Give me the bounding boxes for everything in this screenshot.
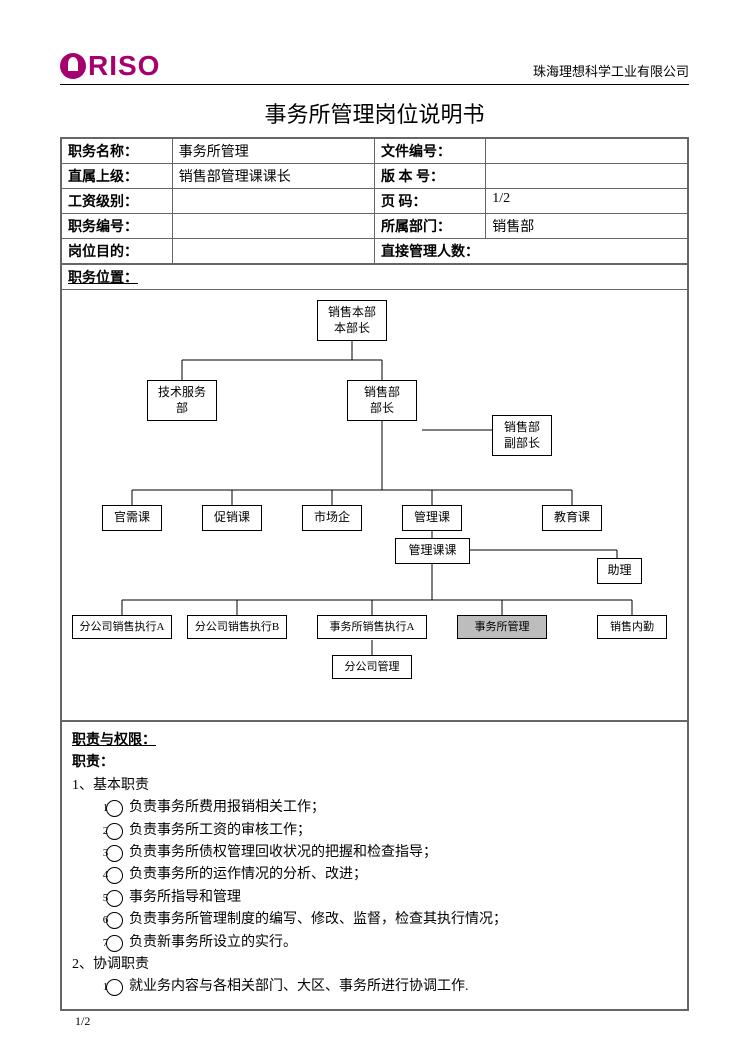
number-icon: 5 bbox=[106, 890, 123, 907]
org-chart: 销售本部本部长 技术服务部 销售部部长 销售部副部长 官需课 促销课 市场企 管… bbox=[62, 290, 687, 710]
label: 页 码： bbox=[374, 189, 485, 214]
table-row: 职务编号： 所属部门： 销售部 bbox=[61, 214, 688, 239]
list-item: 7负责新事务所设立的实行。 bbox=[96, 932, 677, 954]
duties-sub: 职责： bbox=[72, 752, 677, 774]
number-icon: 1 bbox=[106, 979, 123, 996]
value: 销售部 bbox=[486, 214, 688, 239]
label: 职务编号： bbox=[61, 214, 172, 239]
label: 直接管理人数： bbox=[374, 239, 688, 265]
list-item: 4负责事务所的运作情况的分析、改进； bbox=[96, 864, 677, 886]
list-item: 1就业务内容与各相关部门、大区、事务所进行协调工作. bbox=[96, 976, 677, 998]
value: 1/2 bbox=[486, 189, 688, 214]
label: 职务名称： bbox=[61, 138, 172, 164]
org-node: 市场企 bbox=[302, 505, 362, 531]
number-icon: 3 bbox=[106, 845, 123, 862]
org-lines bbox=[62, 290, 687, 710]
org-node: 销售部部长 bbox=[347, 380, 417, 421]
org-node: 技术服务部 bbox=[147, 380, 217, 421]
value bbox=[486, 138, 688, 164]
info-table: 职务名称： 事务所管理 文件编号： 直属上级： 销售部管理课课长 版 本 号： … bbox=[60, 137, 689, 265]
company-name: 珠海理想科学工业有限公司 bbox=[533, 61, 689, 82]
label: 直属上级： bbox=[61, 164, 172, 189]
org-node-highlight: 事务所管理 bbox=[457, 615, 547, 639]
value bbox=[172, 189, 374, 214]
label: 所属部门： bbox=[374, 214, 485, 239]
org-node: 促销课 bbox=[202, 505, 262, 531]
org-node: 教育课 bbox=[542, 505, 602, 531]
org-node: 官需课 bbox=[102, 505, 162, 531]
org-node: 助理 bbox=[597, 558, 642, 584]
list-item: 3负责事务所债权管理回收状况的把握和检查指导； bbox=[96, 842, 677, 864]
header: RISO 珠海理想科学工业有限公司 bbox=[60, 50, 689, 85]
duties-list: 1负责事务所费用报销相关工作；2负责事务所工资的审核工作；3负责事务所债权管理回… bbox=[72, 797, 677, 954]
page-title: 事务所管理岗位说明书 bbox=[60, 97, 689, 129]
org-node: 分公司管理 bbox=[332, 655, 412, 679]
org-node: 销售本部本部长 bbox=[317, 300, 387, 341]
label: 岗位目的： bbox=[61, 239, 172, 265]
org-header: 职务位置： bbox=[62, 265, 687, 290]
value: 事务所管理 bbox=[172, 138, 374, 164]
logo-text: RISO bbox=[88, 50, 160, 82]
label: 文件编号： bbox=[374, 138, 485, 164]
label: 版 本 号： bbox=[374, 164, 485, 189]
list-item: 1负责事务所费用报销相关工作； bbox=[96, 797, 677, 819]
value bbox=[172, 239, 374, 265]
value bbox=[172, 214, 374, 239]
org-section: 职务位置： bbox=[60, 265, 689, 722]
logo: RISO bbox=[60, 50, 160, 82]
label: 工资级别： bbox=[61, 189, 172, 214]
org-node: 管理课课 bbox=[395, 538, 470, 564]
table-row: 直属上级： 销售部管理课课长 版 本 号： bbox=[61, 164, 688, 189]
value bbox=[486, 164, 688, 189]
table-row: 工资级别： 页 码： 1/2 bbox=[61, 189, 688, 214]
group-title: 1、基本职责 bbox=[72, 775, 677, 797]
group-title: 2、协调职责 bbox=[72, 954, 677, 976]
table-row: 岗位目的： 直接管理人数： bbox=[61, 239, 688, 265]
table-row: 职务名称： 事务所管理 文件编号： bbox=[61, 138, 688, 164]
list-item: 6负责事务所管理制度的编写、修改、监督，检查其执行情况； bbox=[96, 909, 677, 931]
value: 销售部管理课课长 bbox=[172, 164, 374, 189]
org-node: 销售部副部长 bbox=[492, 415, 552, 456]
logo-icon bbox=[60, 53, 86, 79]
list-item: 5事务所指导和管理 bbox=[96, 887, 677, 909]
org-node: 管理课 bbox=[402, 505, 462, 531]
org-node: 销售内勤 bbox=[597, 615, 667, 639]
number-icon: 4 bbox=[106, 867, 123, 884]
duties-title: 职责与权限： bbox=[72, 730, 677, 752]
number-icon: 2 bbox=[106, 823, 123, 840]
number-icon: 7 bbox=[106, 935, 123, 952]
number-icon: 1 bbox=[106, 800, 123, 817]
org-node: 事务所销售执行A bbox=[317, 615, 427, 639]
duties-list: 1就业务内容与各相关部门、大区、事务所进行协调工作. bbox=[72, 976, 677, 998]
duties-section: 职责与权限： 职责： 1、基本职责 1负责事务所费用报销相关工作；2负责事务所工… bbox=[60, 722, 689, 1011]
list-item: 2负责事务所工资的审核工作； bbox=[96, 820, 677, 842]
page-number: 1/2 bbox=[75, 1014, 90, 1029]
number-icon: 6 bbox=[106, 912, 123, 929]
org-node: 分公司销售执行B bbox=[187, 615, 287, 639]
org-node: 分公司销售执行A bbox=[72, 615, 172, 639]
